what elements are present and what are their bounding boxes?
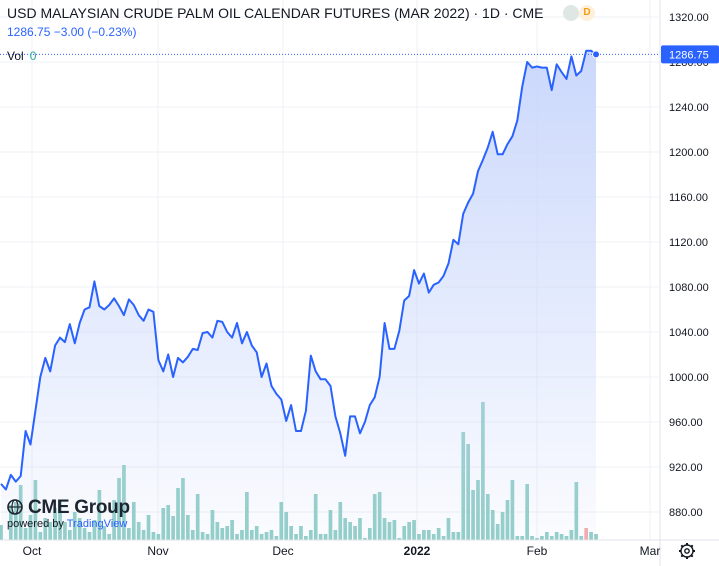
price-area-fill — [1, 50, 596, 541]
chart-title: USD MALAYSIAN CRUDE PALM OIL CALENDAR FU… — [7, 5, 544, 21]
market-status-badge[interactable] — [563, 5, 579, 21]
powered-by-prefix: powered by — [7, 518, 67, 530]
y-tick-label: 1320.00 — [669, 12, 709, 24]
y-tick-label: 1200.00 — [669, 147, 709, 159]
y-tick-label: 880.00 — [669, 507, 703, 519]
x-tick-label: Oct — [23, 544, 42, 558]
cme-group-brand: CME Group — [7, 497, 130, 519]
powered-by: powered by TradingView — [7, 518, 130, 530]
last-price-tag: 1286.75 — [661, 45, 719, 64]
volume-legend: Vol 0 — [7, 49, 36, 63]
y-tick-label: 1040.00 — [669, 327, 709, 339]
x-tick-label: Nov — [147, 544, 168, 558]
price-change-readout: 1286.75 −3.00 (−0.23%) — [7, 25, 137, 39]
y-tick-label: 1080.00 — [669, 282, 709, 294]
last-price-marker — [592, 50, 600, 59]
price-line — [0, 49, 597, 491]
y-tick-label: 920.00 — [669, 462, 703, 474]
price-axis[interactable]: 880.00 920.00 960.00 1000.00 1040.00 1080.00 1… — [659, 0, 709, 566]
settings-gear-icon[interactable] — [677, 541, 697, 561]
cme-group-logo[interactable]: CME Group powered by TradingView — [7, 497, 130, 530]
brand-name: CME Group — [27, 497, 130, 518]
x-tick-label: 2022 — [404, 544, 431, 558]
last-price-tag-label: 1286.75 — [669, 49, 709, 61]
tradingview-brand[interactable]: TradingView — [66, 518, 128, 530]
time-axis[interactable]: Oct Nov Dec 2022 Feb Mar — [0, 539, 719, 558]
globe-icon — [7, 499, 23, 515]
x-tick-label: Mar — [640, 544, 661, 558]
y-tick-label: 1120.00 — [669, 237, 708, 249]
volume-legend-value: 0 — [29, 49, 37, 63]
volume-legend-label: Vol — [7, 49, 24, 63]
x-tick-label: Feb — [527, 544, 548, 558]
x-tick-label: Dec — [272, 544, 293, 558]
last-price-tag-bg — [661, 45, 719, 64]
y-tick-label: 1000.00 — [669, 372, 709, 384]
y-tick-label: 960.00 — [669, 417, 703, 429]
y-tick-label: 1240.00 — [669, 102, 709, 114]
y-tick-label: 1160.00 — [669, 192, 708, 204]
delayed-data-badge[interactable]: D — [579, 5, 595, 21]
